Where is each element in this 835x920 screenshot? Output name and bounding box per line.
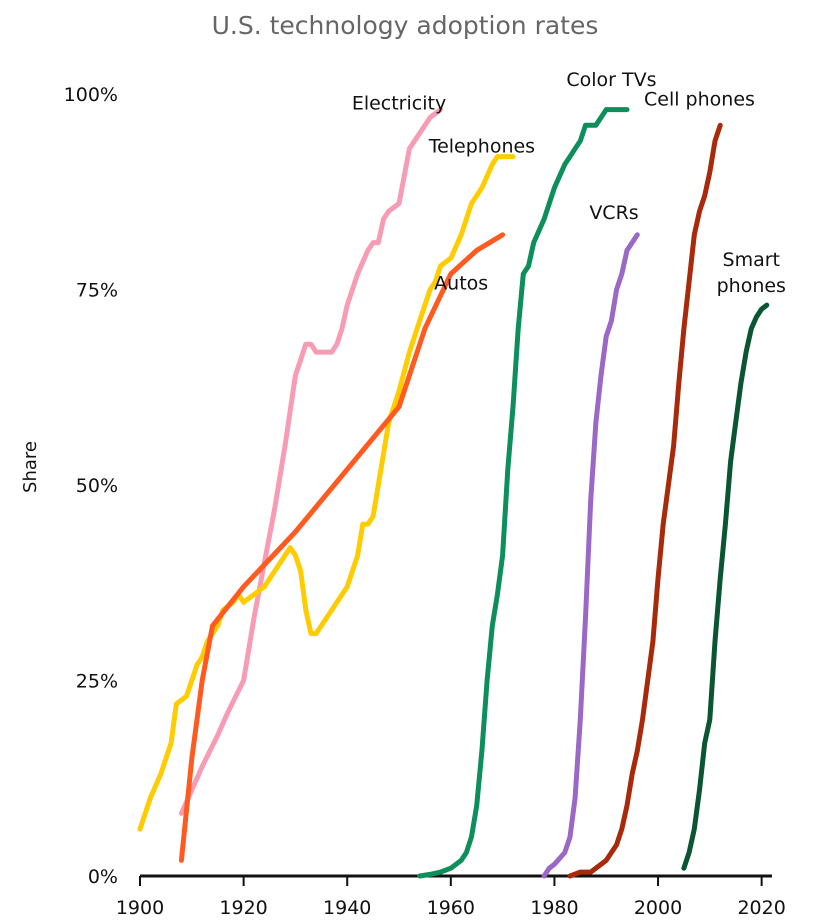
- x-tick-label: 1960: [427, 897, 475, 919]
- series-label-autos: Autos: [434, 273, 488, 295]
- y-tick-label: 0%: [88, 866, 118, 888]
- series-label-cell-phones: Cell phones: [644, 89, 755, 111]
- y-tick-label: 100%: [64, 84, 118, 106]
- series-label-line: Electricity: [352, 93, 446, 115]
- series-label-smart-phones: Smart phones: [717, 249, 786, 297]
- x-tick-label: 2000: [634, 897, 682, 919]
- series-label-line: phones: [717, 275, 786, 297]
- series-label-line: Color TVs: [566, 69, 656, 91]
- x-tick-label: 1920: [219, 897, 267, 919]
- x-tick-label: 1980: [530, 897, 578, 919]
- series-line-telephones: [137, 154, 516, 832]
- series-label-electricity: Electricity: [352, 93, 446, 115]
- y-tick-label: 50%: [76, 475, 118, 497]
- series-labels: Electricity Telephones Autos Color TVs VCRs C…: [352, 69, 786, 297]
- series-label-line: Cell phones: [644, 89, 755, 111]
- series-label-telephones: Telephones: [428, 136, 535, 158]
- y-axis-ticks: 0% 25% 50% 75% 100%: [64, 84, 118, 888]
- series-line-vcrs: [541, 232, 640, 879]
- series-label-color-tvs: Color TVs: [566, 69, 656, 91]
- series-label-line: Autos: [434, 273, 488, 295]
- x-tick-label: 2020: [737, 897, 785, 919]
- series-line-color-tvs: [417, 107, 630, 879]
- x-tick-label: 1940: [323, 897, 371, 919]
- series-line-autos: [178, 232, 506, 863]
- y-axis-label: Share: [20, 441, 41, 493]
- series-label-line: Smart: [723, 249, 780, 271]
- chart-title: U.S. technology adoption rates: [212, 11, 599, 40]
- y-tick-label: 75%: [76, 280, 118, 302]
- series-line-cell-phones: [567, 122, 723, 879]
- x-axis-ticks: 1900 1920 1940 1960 1980 2000 2020: [116, 876, 786, 919]
- x-tick-label: 1900: [116, 897, 164, 919]
- series-label-line: Telephones: [428, 136, 535, 158]
- y-tick-label: 25%: [76, 671, 118, 693]
- series-label-vcrs: VCRs: [589, 202, 638, 224]
- series-label-line: VCRs: [589, 202, 638, 224]
- series-line-smart-phones: [681, 302, 770, 871]
- series-lines: [137, 107, 770, 879]
- series-line-electricity: [178, 107, 443, 816]
